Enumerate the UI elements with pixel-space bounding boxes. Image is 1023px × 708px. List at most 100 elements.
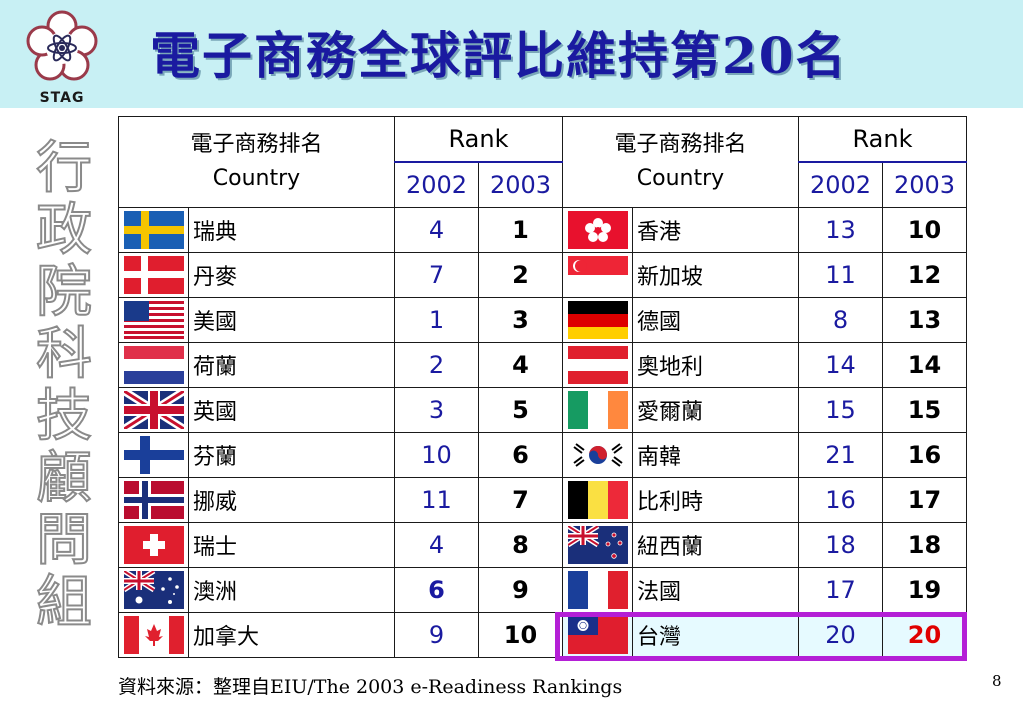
header-rank-right: Rank (798, 116, 967, 163)
header-country-en: Country (212, 166, 301, 191)
table-row: 挪威 11 7 比利時 16 17 (118, 477, 967, 523)
rank-2002: 1 (394, 297, 479, 343)
table-row: 瑞士 4 8 紐西蘭 18 18 (118, 522, 967, 568)
flag-cell (118, 342, 189, 388)
rank-2003: 18 (882, 522, 967, 568)
rank-2002: 20 (798, 612, 883, 658)
rank-2002: 10 (394, 432, 479, 478)
country-name: 挪威 (188, 477, 395, 523)
rank-2002: 2 (394, 342, 479, 388)
rank-2003: 3 (478, 297, 563, 343)
finland-flag-icon (123, 436, 184, 474)
rank-2002: 16 (798, 477, 883, 523)
country-name: 英國 (188, 387, 395, 433)
rank-2003: 9 (478, 567, 563, 613)
ranking-table: 電子商務排名 Country Rank 電子商務排名 Country Rank … (118, 116, 967, 658)
header-country-left: 電子商務排名 Country (118, 116, 395, 208)
stag-logo: STAG (22, 8, 102, 106)
country-name: 加拿大 (188, 612, 395, 658)
rank-2003: 15 (882, 387, 967, 433)
rank-2003: 16 (882, 432, 967, 478)
ranking-table-wrapper: 電子商務排名 Country Rank 電子商務排名 Country Rank … (118, 116, 967, 658)
table-row: 瑞典 4 1 香港 13 10 (118, 207, 967, 253)
rank-2002: 13 (798, 207, 883, 253)
country-name: 德國 (632, 297, 799, 343)
sweden-flag-icon (123, 211, 184, 249)
uk-flag-icon (123, 391, 184, 429)
canada-flag-icon (123, 616, 184, 654)
rank-2002: 18 (798, 522, 883, 568)
netherlands-flag-icon (123, 346, 184, 384)
header-year-2002: 2002 (394, 161, 479, 208)
flag-cell (562, 207, 633, 253)
header-band: STAG 電子商務全球評比維持第20名 (0, 0, 1023, 108)
source-note: 資料來源：整理自EIU/The 2003 e-Readiness Ranking… (118, 676, 623, 698)
country-name: 紐西蘭 (632, 522, 799, 568)
table-row: 英國 3 5 愛爾蘭 15 15 (118, 387, 967, 433)
plum-blossom-icon (26, 10, 98, 81)
rank-2002: 17 (798, 567, 883, 613)
rank-2003: 13 (882, 297, 967, 343)
taiwan-flag-icon (567, 616, 628, 654)
table-row: 芬蘭 10 6 南韓 21 16 (118, 432, 967, 478)
rank-2002: 11 (394, 477, 479, 523)
header-country-cn: 電子商務排名 (614, 132, 747, 157)
flag-cell (118, 297, 189, 343)
vertical-org-name: 行 政 院 科 技 顧 問 組 (34, 137, 94, 635)
germany-flag-icon (567, 301, 628, 339)
rank-2003: 14 (882, 342, 967, 388)
flag-cell (118, 207, 189, 253)
vertical-char: 組 (35, 570, 93, 635)
flag-cell (562, 297, 633, 343)
flag-cell (562, 342, 633, 388)
rank-2002: 3 (394, 387, 479, 433)
flag-cell (562, 387, 633, 433)
flag-cell (562, 252, 633, 298)
table-row: 荷蘭 2 4 奧地利 14 14 (118, 342, 967, 388)
vertical-char: 技 (35, 384, 93, 449)
switzerland-flag-icon (123, 526, 184, 564)
flag-cell (118, 387, 189, 433)
header-year-2002: 2002 (798, 161, 883, 208)
country-name: 香港 (632, 207, 799, 253)
flag-cell (562, 432, 633, 478)
vertical-char: 院 (35, 260, 93, 325)
country-name: 比利時 (632, 477, 799, 523)
page-number: 8 (992, 672, 1002, 690)
header-year-2003: 2003 (882, 161, 967, 208)
header-country-right: 電子商務排名 Country (562, 116, 799, 208)
country-name: 新加坡 (632, 252, 799, 298)
belgium-flag-icon (567, 481, 628, 519)
rank-2002: 6 (394, 567, 479, 613)
austria-flag-icon (567, 346, 628, 384)
vertical-char: 顧 (35, 446, 93, 511)
rank-2002: 9 (394, 612, 479, 658)
country-name: 澳洲 (188, 567, 395, 613)
newzealand-flag-icon (567, 526, 628, 564)
rank-2003: 20 (882, 612, 967, 658)
rank-2003: 8 (478, 522, 563, 568)
rank-2003: 10 (478, 612, 563, 658)
rank-2003: 10 (882, 207, 967, 253)
france-flag-icon (567, 571, 628, 609)
vertical-char: 科 (35, 322, 93, 387)
flag-cell (118, 567, 189, 613)
korea-flag-icon (567, 436, 628, 474)
rank-2002: 14 (798, 342, 883, 388)
rank-2003: 6 (478, 432, 563, 478)
rank-2003: 17 (882, 477, 967, 523)
ireland-flag-icon (567, 391, 628, 429)
rank-2002: 21 (798, 432, 883, 478)
country-name: 愛爾蘭 (632, 387, 799, 433)
rank-2003: 2 (478, 252, 563, 298)
rank-2003: 1 (478, 207, 563, 253)
logo-text: STAG (39, 90, 85, 106)
country-name: 丹麥 (188, 252, 395, 298)
flag-cell (118, 252, 189, 298)
country-name: 南韓 (632, 432, 799, 478)
country-name: 瑞典 (188, 207, 395, 253)
rank-2003: 5 (478, 387, 563, 433)
rank-2002: 8 (798, 297, 883, 343)
rank-2002: 7 (394, 252, 479, 298)
flag-cell (118, 612, 189, 658)
